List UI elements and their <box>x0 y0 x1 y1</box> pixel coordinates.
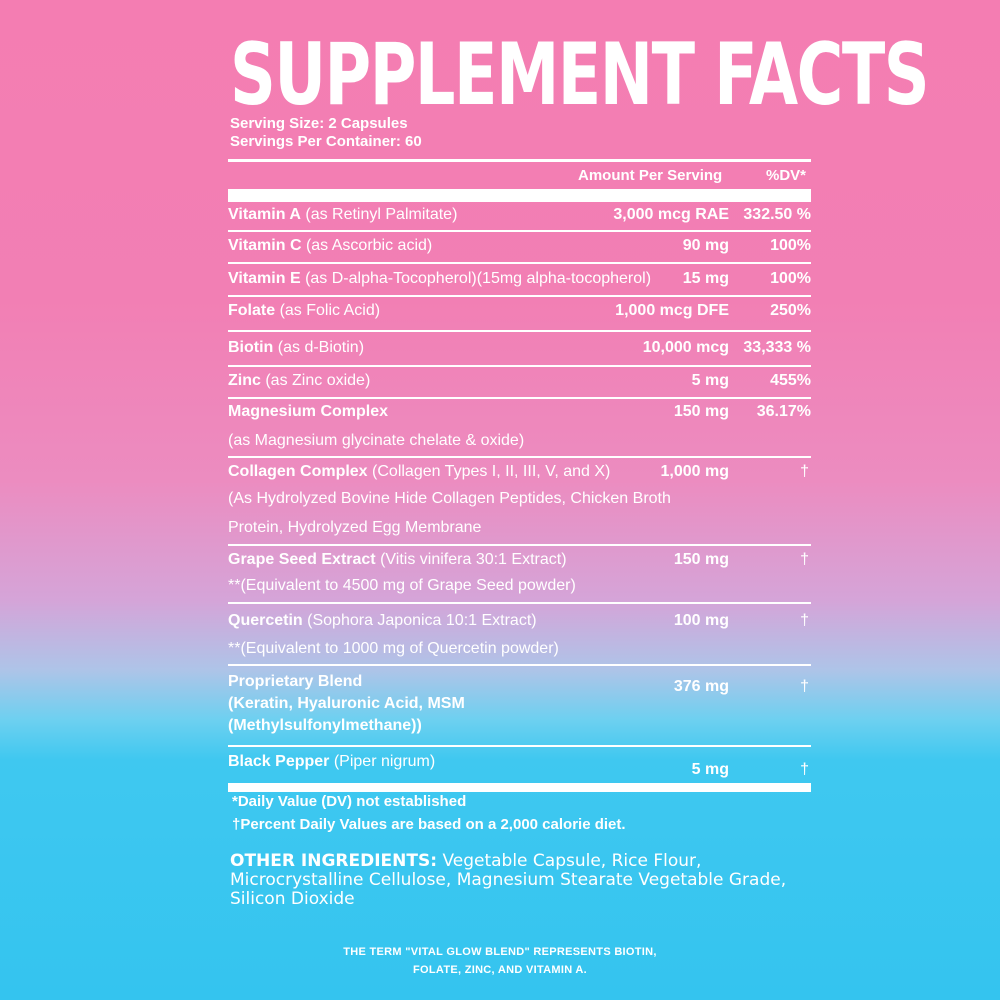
row-divider <box>228 745 811 747</box>
nutrient-row-vitamin-a: Vitamin A (as Retinyl Palmitate) 3,000 m… <box>228 206 811 223</box>
nutrient-row-folate: Folate (as Folic Acid) 1,000 mcg DFE 250… <box>228 302 811 319</box>
nutrient-row-zinc: Zinc (as Zinc oxide) 5 mg 455% <box>228 372 811 389</box>
nutrient-row-black-pepper: Black Pepper (Piper nigrum) 5 mg † <box>228 753 809 778</box>
nutrient-row-biotin: Biotin (as d-Biotin) 10,000 mcg 33,333 % <box>228 339 811 356</box>
nutrient-row-collagen: Collagen Complex (Collagen Types I, II, … <box>228 463 809 536</box>
row-divider <box>228 602 811 604</box>
nutrient-row-proprietary-blend: Proprietary Blend (Keratin, Hyaluronic A… <box>228 673 809 734</box>
dv-header: %DV* <box>766 167 807 184</box>
row-divider <box>228 397 811 399</box>
serving-size: Serving Size: 2 Capsules <box>230 115 408 132</box>
other-ingredients-text: Vegetable Capsule, Rice Flour, Microcrys… <box>230 851 787 909</box>
row-divider <box>228 544 811 546</box>
row-divider <box>228 330 811 332</box>
other-ingredients-label: OTHER INGREDIENTS: <box>230 851 438 871</box>
nutrient-row-vitamin-e: Vitamin E (as D-alpha-Tocopherol)(15mg a… <box>228 270 811 287</box>
row-divider <box>228 456 811 458</box>
nutrient-row-vitamin-c: Vitamin C (as Ascorbic acid) 90 mg 100% <box>228 237 811 254</box>
row-divider <box>228 664 811 666</box>
nutrient-row-quercetin: Quercetin (Sophora Japonica 10:1 Extract… <box>228 612 809 657</box>
amount-header: Amount Per Serving <box>578 167 723 184</box>
row-divider <box>228 262 811 264</box>
page-title: SUPPLEMENT FACTS <box>230 25 930 125</box>
nutrient-row-magnesium: Magnesium Complex (as Magnesium glycinat… <box>228 403 811 449</box>
servings-per-container: Servings Per Container: 60 <box>230 133 422 150</box>
row-divider <box>228 295 811 297</box>
header-thick-rule <box>228 189 811 202</box>
nutrient-row-grape-seed: Grape Seed Extract (Vitis vinifera 30:1 … <box>228 551 809 594</box>
footnote-calorie: †Percent Daily Values are based on a 2,0… <box>232 816 626 833</box>
top-rule <box>228 159 811 162</box>
other-ingredients: OTHER INGREDIENTS: Vegetable Capsule, Ri… <box>230 852 830 909</box>
footnote-dv: *Daily Value (DV) not established <box>232 793 467 810</box>
row-divider <box>228 230 811 232</box>
bottom-thick-rule <box>228 783 811 792</box>
term-note: THE TERM "VITAL GLOW BLEND" REPRESENTS B… <box>343 946 657 976</box>
row-divider <box>228 365 811 367</box>
